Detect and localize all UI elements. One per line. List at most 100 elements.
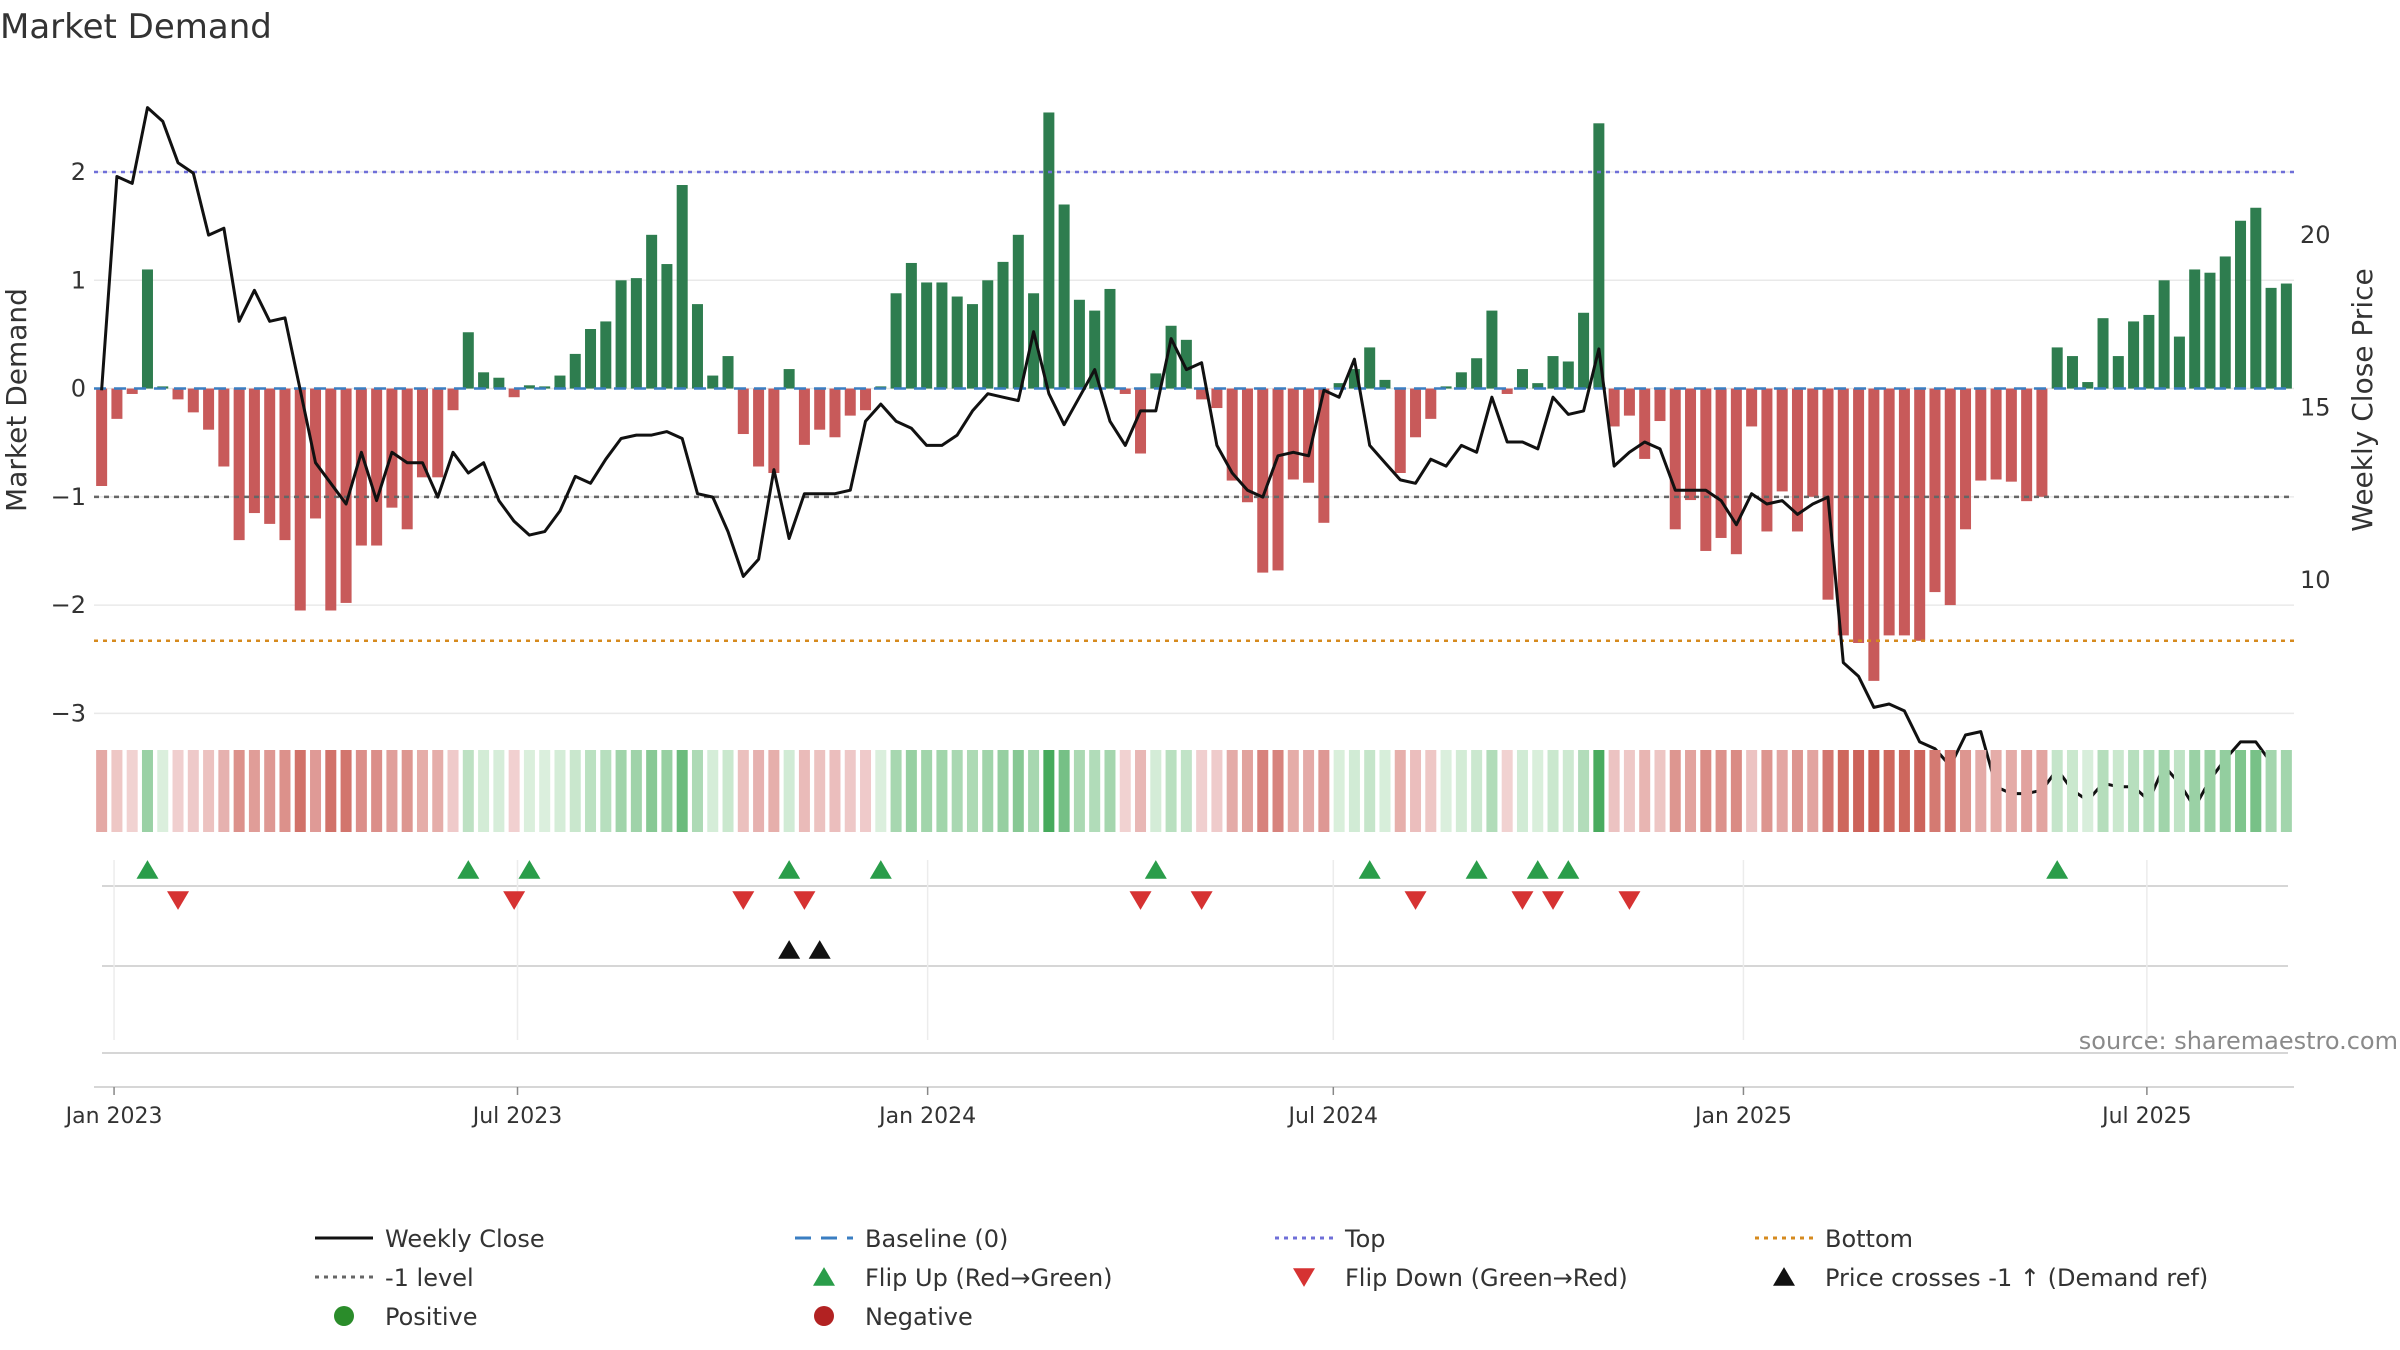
heat-cell [508, 750, 520, 832]
negative-demand-bar [325, 388, 337, 611]
heat-cell [798, 750, 810, 832]
negative-demand-bar [401, 388, 413, 530]
heat-cell [1348, 750, 1360, 832]
heat-cell [416, 750, 428, 832]
heat-cell [1394, 750, 1406, 832]
heat-cell [386, 750, 398, 832]
heat-cell [661, 750, 673, 832]
legend-item: Baseline (0) [795, 1225, 1008, 1253]
negative-demand-bar [371, 388, 383, 546]
positive-demand-bar [523, 385, 535, 389]
heat-cell [1425, 750, 1437, 832]
heat-cell [2204, 750, 2216, 832]
heat-cell [1135, 750, 1147, 832]
negative-demand-bar [310, 388, 322, 519]
negative-demand-bar [172, 388, 184, 400]
heat-cell [936, 750, 948, 832]
heat-cell [1180, 750, 1192, 832]
negative-demand-bar [1685, 388, 1697, 501]
negative-demand-bar [1639, 388, 1651, 459]
heat-cell [1104, 750, 1116, 832]
heat-cell [1501, 750, 1513, 832]
heat-cell [1516, 750, 1528, 832]
heat-cell [187, 750, 199, 832]
heat-cell [1685, 750, 1697, 832]
legend-label: -1 level [385, 1264, 474, 1292]
legend-item: Positive [334, 1303, 478, 1331]
flip-down-marker [793, 891, 816, 910]
negative-demand-bar [1730, 388, 1742, 555]
flip-up-marker [1358, 860, 1381, 879]
positive-demand-bar [2112, 356, 2124, 389]
heat-cell [1990, 750, 2002, 832]
heat-cell [737, 750, 749, 832]
negative-demand-bar [844, 388, 856, 416]
negative-demand-bar [1272, 388, 1284, 571]
legend-label: Weekly Close [385, 1225, 545, 1253]
negative-demand-bar [294, 388, 306, 611]
heat-cell [1578, 750, 1590, 832]
legend-swatch [1293, 1268, 1315, 1287]
heat-cell [1287, 750, 1299, 832]
heat-cell [2128, 750, 2140, 832]
heat-cell [2036, 750, 2048, 832]
positive-demand-bar [2280, 283, 2292, 389]
price-cross-marker [808, 940, 831, 959]
flip-down-marker [1618, 891, 1641, 910]
heat-cell [1211, 750, 1223, 832]
negative-demand-bar [1654, 388, 1666, 422]
heat-cell [1257, 750, 1269, 832]
heat-cell [493, 750, 505, 832]
heat-cell [2021, 750, 2033, 832]
heat-cell [111, 750, 123, 832]
heat-cell [447, 750, 459, 832]
positive-demand-bar [585, 329, 597, 389]
heat-cell [1807, 750, 1819, 832]
positive-demand-bar [600, 321, 612, 389]
weekly-close-line [100, 106, 2273, 809]
demand-heat-strip [96, 750, 2292, 832]
heat-cell [722, 750, 734, 832]
positive-demand-bar [1455, 372, 1467, 389]
negative-demand-bar [1303, 388, 1315, 483]
positive-demand-bar [982, 280, 994, 389]
heat-cell [2173, 750, 2185, 832]
negative-demand-bar [187, 388, 199, 413]
heat-cell [2265, 750, 2277, 832]
heat-cell [997, 750, 1009, 832]
positive-demand-bar [493, 377, 505, 389]
heat-cell [2250, 750, 2262, 832]
negative-demand-bar [279, 388, 291, 541]
demand-bars [96, 112, 2292, 681]
flip-down-marker [503, 891, 526, 910]
flip-up-marker [869, 860, 892, 879]
positive-demand-bar [661, 264, 673, 389]
flip-down-marker [1542, 891, 1565, 910]
heat-cell [1089, 750, 1101, 832]
heat-cell [630, 750, 642, 832]
flip-down-marker [1129, 891, 1152, 910]
heat-cell [294, 750, 306, 832]
x-axis-ticks: Jan 2023 Jul 2023 Jan 2024 Jul 2024 Jan 2025… [64, 1087, 2192, 1129]
positive-demand-bar [615, 280, 627, 389]
negative-demand-bar [1868, 388, 1880, 681]
heat-cell [432, 750, 444, 832]
heat-cell [1364, 750, 1376, 832]
heat-cell [982, 750, 994, 832]
positive-demand-bar [2097, 318, 2109, 389]
x-tick-label: Jan 2025 [1693, 1104, 1792, 1129]
heat-cell [753, 750, 765, 832]
heat-cell [1929, 750, 1941, 832]
heat-cell [2143, 750, 2155, 832]
positive-demand-bar [1379, 379, 1391, 389]
positive-demand-bar [1364, 347, 1376, 389]
heat-cell [966, 750, 978, 832]
price-cross-marker [778, 940, 801, 959]
heat-cell [676, 750, 688, 832]
negative-demand-bar [2021, 388, 2033, 502]
heat-cell [1791, 750, 1803, 832]
heat-cell [1853, 750, 1865, 832]
heat-cell [1593, 750, 1605, 832]
heat-cell [1669, 750, 1681, 832]
heat-cell [1837, 750, 1849, 832]
